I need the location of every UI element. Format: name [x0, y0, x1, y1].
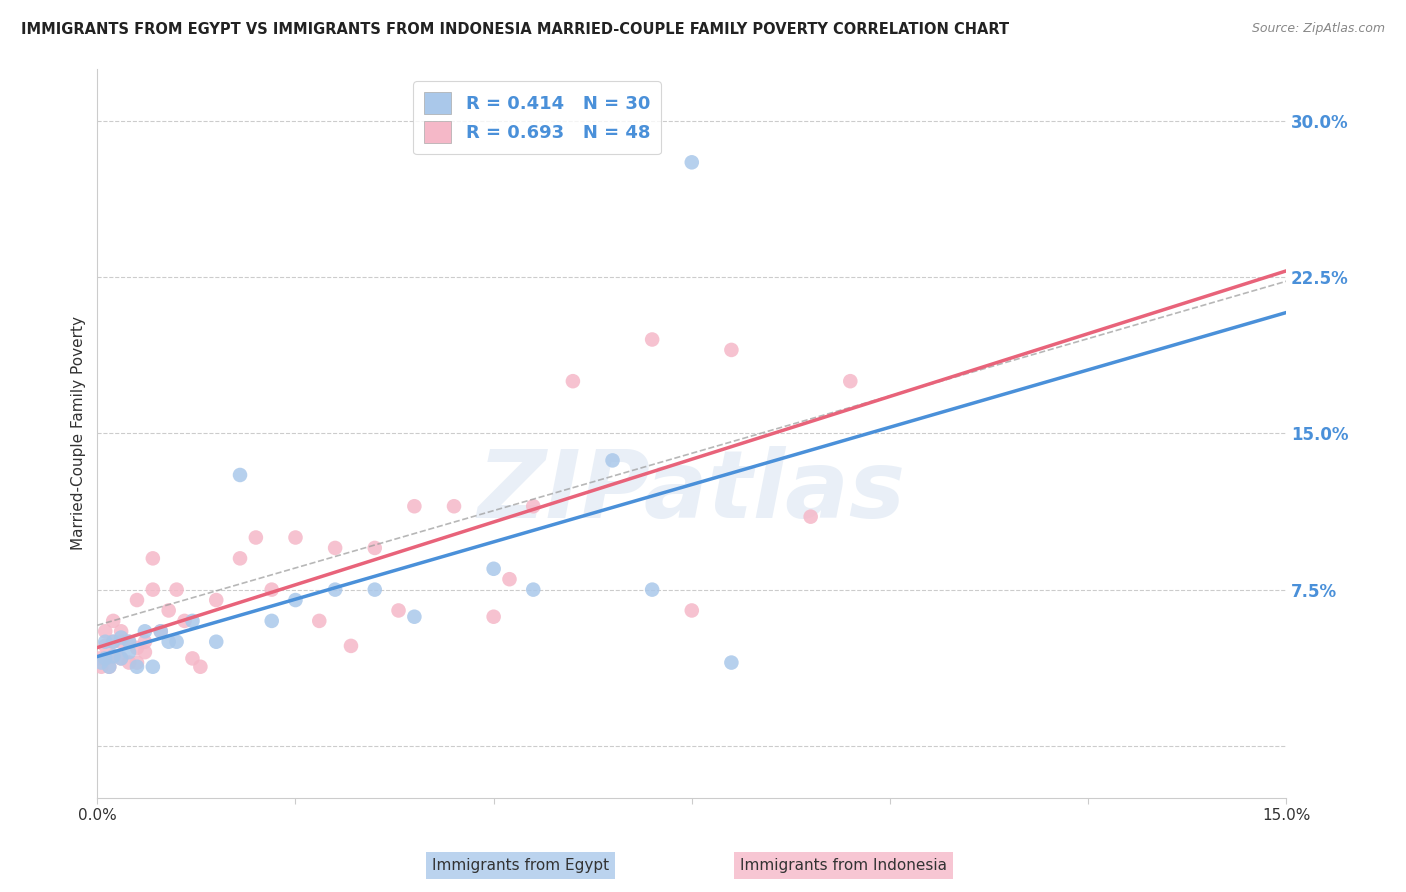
Point: [404, 609, 426, 624]
Point: [94, 651, 117, 665]
Point: [98, 659, 121, 673]
Point: [142, 582, 165, 597]
Point: [94, 634, 117, 648]
Point: [149, 624, 172, 639]
Point: [522, 500, 544, 514]
Point: [602, 453, 624, 467]
Point: [166, 582, 188, 597]
Point: [89, 651, 111, 665]
Y-axis label: Married-Couple Family Poverty: Married-Couple Family Poverty: [72, 317, 86, 550]
Point: [125, 593, 148, 607]
Point: [260, 582, 283, 597]
Point: [284, 593, 307, 607]
Point: [404, 500, 426, 514]
Point: [110, 631, 132, 645]
Point: [641, 333, 664, 347]
Point: [800, 509, 823, 524]
Point: [229, 551, 252, 566]
Point: [681, 603, 703, 617]
Point: [94, 624, 117, 639]
Point: [561, 374, 583, 388]
Point: [839, 374, 862, 388]
Point: [149, 624, 172, 639]
Point: [125, 659, 148, 673]
Point: [134, 634, 156, 648]
Point: [190, 659, 212, 673]
Point: [110, 651, 132, 665]
Point: [229, 467, 252, 482]
Point: [340, 639, 363, 653]
Point: [205, 634, 228, 648]
Legend: R = 0.414   N = 30, R = 0.693   N = 48: R = 0.414 N = 30, R = 0.693 N = 48: [413, 81, 661, 154]
Point: [103, 649, 125, 664]
Point: [98, 659, 121, 673]
Point: [90, 656, 112, 670]
Point: [181, 651, 204, 665]
Point: [118, 634, 141, 648]
Point: [364, 541, 387, 555]
Point: [118, 645, 141, 659]
Point: [118, 656, 141, 670]
Point: [641, 582, 664, 597]
Point: [284, 531, 307, 545]
Point: [94, 651, 117, 665]
Point: [103, 634, 125, 648]
Point: [482, 562, 505, 576]
Text: Immigrants from Indonesia: Immigrants from Indonesia: [740, 858, 948, 872]
Point: [245, 531, 267, 545]
Text: IMMIGRANTS FROM EGYPT VS IMMIGRANTS FROM INDONESIA MARRIED-COUPLE FAMILY POVERTY: IMMIGRANTS FROM EGYPT VS IMMIGRANTS FROM…: [21, 22, 1010, 37]
Point: [173, 614, 195, 628]
Point: [134, 645, 156, 659]
Point: [125, 640, 148, 655]
Point: [118, 634, 141, 648]
Point: [720, 343, 742, 357]
Point: [260, 614, 283, 628]
Point: [522, 582, 544, 597]
Point: [157, 634, 180, 648]
Text: Source: ZipAtlas.com: Source: ZipAtlas.com: [1251, 22, 1385, 36]
Point: [308, 614, 330, 628]
Point: [166, 634, 188, 648]
Point: [110, 634, 132, 648]
Point: [157, 603, 180, 617]
Point: [125, 656, 148, 670]
Point: [498, 572, 520, 586]
Point: [110, 624, 132, 639]
Point: [364, 582, 387, 597]
Point: [103, 634, 125, 648]
Point: [181, 614, 204, 628]
Point: [323, 582, 346, 597]
Point: [103, 614, 125, 628]
Point: [134, 624, 156, 639]
Point: [720, 656, 742, 670]
Point: [482, 609, 505, 624]
Point: [323, 541, 346, 555]
Point: [142, 659, 165, 673]
Point: [90, 659, 112, 673]
Point: [110, 651, 132, 665]
Point: [443, 500, 465, 514]
Text: Immigrants from Egypt: Immigrants from Egypt: [432, 858, 609, 872]
Point: [103, 649, 125, 664]
Point: [94, 639, 117, 653]
Point: [387, 603, 409, 617]
Point: [205, 593, 228, 607]
Point: [681, 155, 703, 169]
Point: [142, 551, 165, 566]
Text: ZIPatlas: ZIPatlas: [478, 446, 905, 538]
